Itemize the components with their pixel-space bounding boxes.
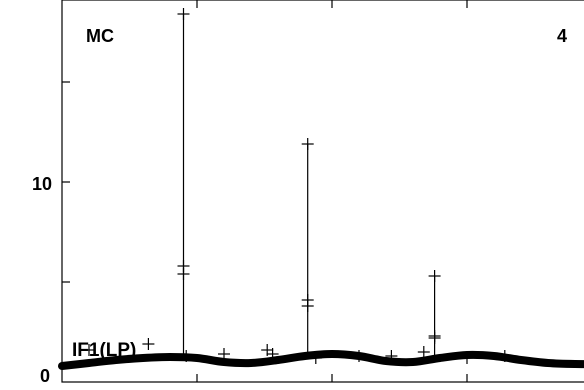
plot-frame <box>61 0 584 383</box>
spike-top-marker-1 <box>177 8 190 20</box>
corner-label-right: 4 <box>557 26 567 46</box>
plus-marker-10 <box>417 346 430 358</box>
axis-ticks <box>62 0 468 382</box>
spike-top-marker-2 <box>301 138 314 150</box>
spike-top-marker-3 <box>428 270 441 282</box>
series-line-if1 <box>58 350 584 370</box>
spike-marker-2-2 <box>301 300 314 312</box>
plus-marker-2 <box>142 338 155 350</box>
y-tick-label-10: 10 <box>32 174 52 194</box>
plus-marker-1 <box>83 344 95 356</box>
spike-marker-3-2 <box>428 332 441 344</box>
spike-series <box>177 8 441 358</box>
spike-marker-1-2 <box>177 268 190 280</box>
y-tick-label-0: 0 <box>40 366 50 386</box>
corner-label-left: MC <box>86 26 114 46</box>
series-label-if1: IF1(LP) <box>72 340 136 361</box>
